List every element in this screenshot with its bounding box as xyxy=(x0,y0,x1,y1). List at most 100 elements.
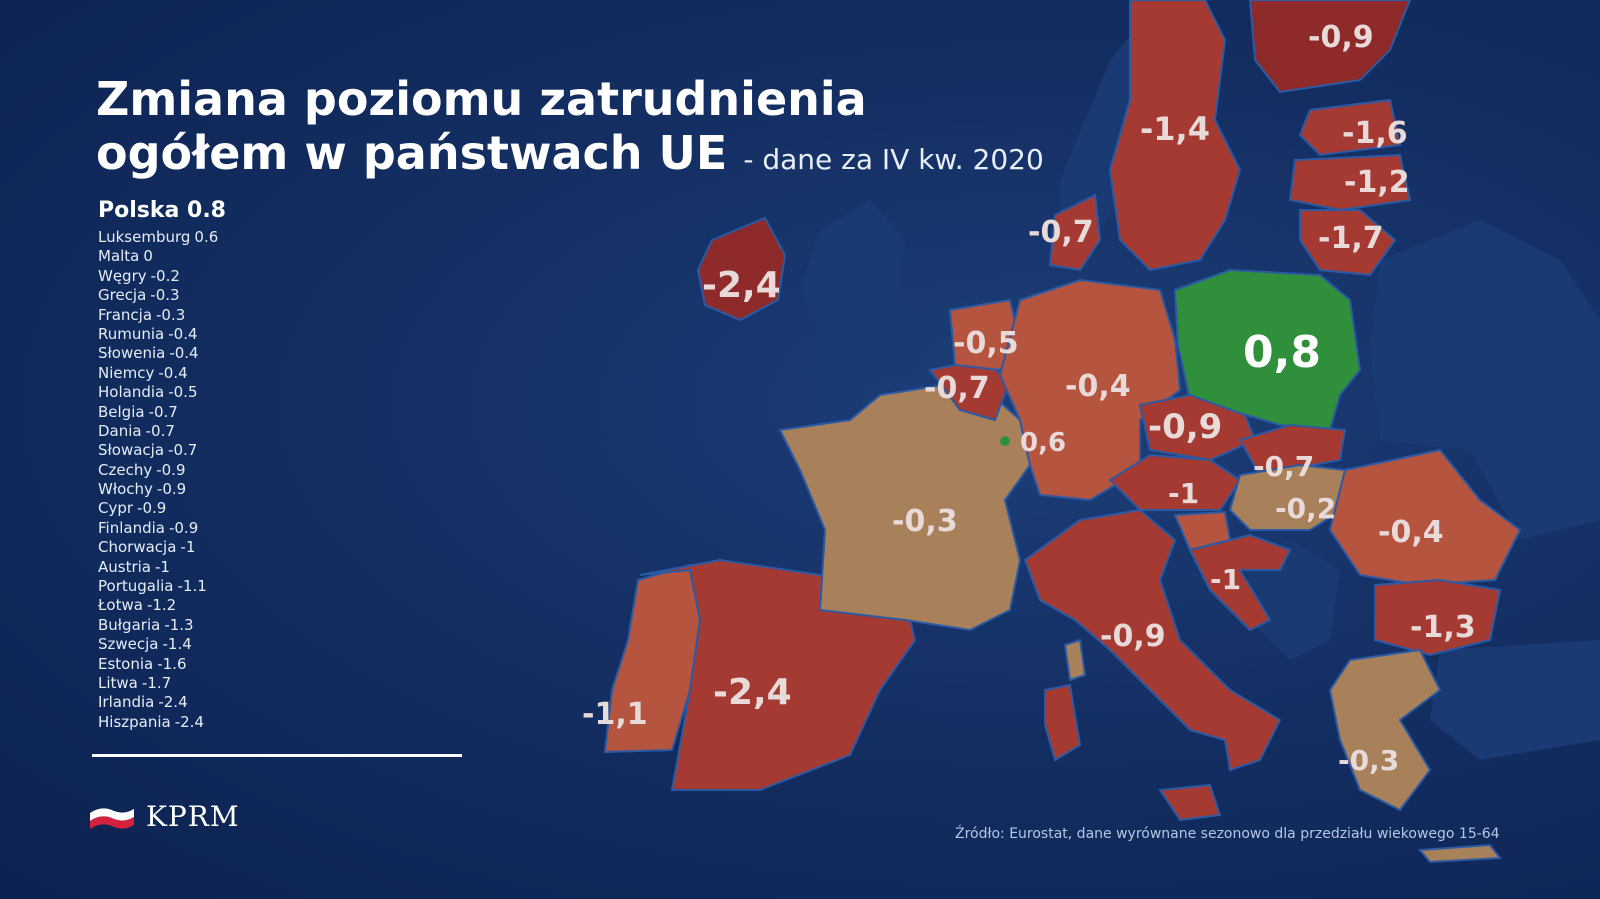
label-slovakia: -0,7 xyxy=(1253,450,1314,483)
country-greece xyxy=(1328,648,1442,812)
legend-value: -0.5 xyxy=(168,383,198,402)
legend-country: Luksemburg xyxy=(98,228,191,246)
legend-value: -1.2 xyxy=(146,596,177,615)
legend-value: -0.3 xyxy=(150,286,180,305)
label-italy: -0,9 xyxy=(1100,619,1166,654)
legend-value: -2.4 xyxy=(158,693,188,712)
legend-item: Łotwa -1.2 xyxy=(98,596,218,615)
country-crete xyxy=(1417,843,1502,864)
label-austria: -1 xyxy=(1168,477,1199,510)
legend-item: Słowacja -0.7 xyxy=(98,441,218,460)
legend-value: -0.7 xyxy=(145,421,175,440)
legend-country: Słowacja xyxy=(98,441,165,460)
legend-country: Litwa xyxy=(98,673,138,692)
land-turkey xyxy=(1430,640,1600,760)
legend-item: Dania -0.7 xyxy=(98,422,218,441)
label-latvia: -1,2 xyxy=(1344,165,1410,200)
legend-country: Szwecja xyxy=(98,635,159,654)
country-ireland xyxy=(696,216,787,322)
legend-country: Dania xyxy=(98,421,142,440)
legend-country: Hiszpania xyxy=(98,712,171,731)
land-uk xyxy=(800,200,930,385)
label-portugal: -1,1 xyxy=(582,697,648,732)
legend-value: -2.4 xyxy=(174,712,204,731)
legend-item: Bułgaria -1.3 xyxy=(98,616,218,635)
label-sweden: -1,4 xyxy=(1140,110,1210,148)
legend-country: Malta xyxy=(98,247,140,266)
title-subtitle: - dane za IV kw. 2020 xyxy=(743,143,1044,176)
legend-item: Grecja -0.3 xyxy=(98,286,218,305)
country-poland xyxy=(1173,268,1362,432)
legend-item: Belgia -0.7 xyxy=(98,403,218,422)
label-poland: 0,8 xyxy=(1243,327,1321,378)
label-bulgaria: -1,3 xyxy=(1410,610,1476,645)
legend-item: Rumunia -0.4 xyxy=(98,325,218,344)
country-lithuania xyxy=(1299,209,1397,277)
legend-country: Włochy xyxy=(98,480,153,499)
legend-country: Belgia xyxy=(98,402,145,421)
legend-value: -1 xyxy=(180,538,196,557)
legend-item: Słowenia -0.4 xyxy=(98,344,218,363)
legend-country: Holandia xyxy=(98,383,165,402)
legend-value: -0.7 xyxy=(148,402,178,421)
legend-item: Austria -1 xyxy=(98,558,218,577)
legend-country: Finlandia xyxy=(98,518,165,537)
legend-value: -1 xyxy=(155,557,170,576)
legend-country: Portugalia xyxy=(98,577,174,596)
legend-value: -0.7 xyxy=(168,441,198,460)
legend-item: Portugalia -1.1 xyxy=(98,577,218,596)
label-czechia: -0,9 xyxy=(1148,407,1222,447)
legend-item: Estonia -1.6 xyxy=(98,655,218,674)
legend-item: Cypr -0.9 xyxy=(98,499,218,518)
legend-item: Francja -0.3 xyxy=(98,306,218,325)
label-denmark: -0,7 xyxy=(1028,215,1094,250)
legend-value: -1.1 xyxy=(177,577,207,596)
legend-list: Luksemburg 0.6 Malta 0 Węgry -0.2 Grecja -0.3 Fr… xyxy=(98,228,218,732)
country-hungary xyxy=(1228,463,1352,531)
legend-item: Szwecja -1.4 xyxy=(98,635,218,654)
label-greece: -0,3 xyxy=(1338,744,1399,777)
country-sweden xyxy=(1108,0,1242,272)
legend-value: -0.4 xyxy=(158,363,188,382)
legend-value: -1.4 xyxy=(162,635,192,654)
page-title: Zmiana poziomu zatrudnienia ogółem w pań… xyxy=(96,72,1044,187)
label-lithuania: -1,7 xyxy=(1318,221,1384,256)
country-slovakia xyxy=(1238,423,1347,477)
country-france xyxy=(778,378,1032,632)
divider-line xyxy=(92,754,462,757)
title-line-2: ogółem w państwach UE xyxy=(96,126,728,180)
country-sardinia xyxy=(1044,683,1082,762)
label-spain: -2,4 xyxy=(713,672,792,713)
country-spain xyxy=(639,558,917,791)
legend-item: Niemcy -0.4 xyxy=(98,364,218,383)
legend-country: Rumunia xyxy=(98,324,165,343)
country-croatia xyxy=(1188,533,1292,632)
country-latvia xyxy=(1288,153,1412,212)
legend-country: Łotwa xyxy=(98,596,143,615)
label-belgium: -0,7 xyxy=(924,371,990,406)
legend-country: Austria xyxy=(98,557,151,576)
legend-item: Finlandia -0.9 xyxy=(98,519,218,538)
title-line-1: Zmiana poziomu zatrudnienia xyxy=(96,72,867,126)
label-hungary: -0,2 xyxy=(1275,492,1336,525)
legend-item: Czechy -0.9 xyxy=(98,461,218,480)
legend-item: Irlandia -2.4 xyxy=(98,693,218,712)
legend-country: Chorwacja xyxy=(98,538,177,557)
legend-value: -1.6 xyxy=(157,654,187,673)
polish-flag-icon xyxy=(90,807,134,829)
legend-value: -0.9 xyxy=(137,499,167,518)
label-germany: -0,4 xyxy=(1065,369,1131,404)
legend-value: -0.4 xyxy=(168,324,198,343)
country-italy xyxy=(1023,508,1282,772)
country-denmark xyxy=(1048,193,1102,272)
country-sicily xyxy=(1158,783,1222,822)
legend-country: Grecja xyxy=(98,286,147,305)
label-netherlands: -0,5 xyxy=(953,326,1019,361)
legend-country: Estonia xyxy=(98,654,154,673)
label-estonia: -1,6 xyxy=(1342,116,1408,151)
label-france: -0,3 xyxy=(892,504,958,539)
label-croatia: -1 xyxy=(1210,563,1241,596)
country-luxembourg xyxy=(1000,436,1010,446)
country-finland xyxy=(1248,0,1412,94)
